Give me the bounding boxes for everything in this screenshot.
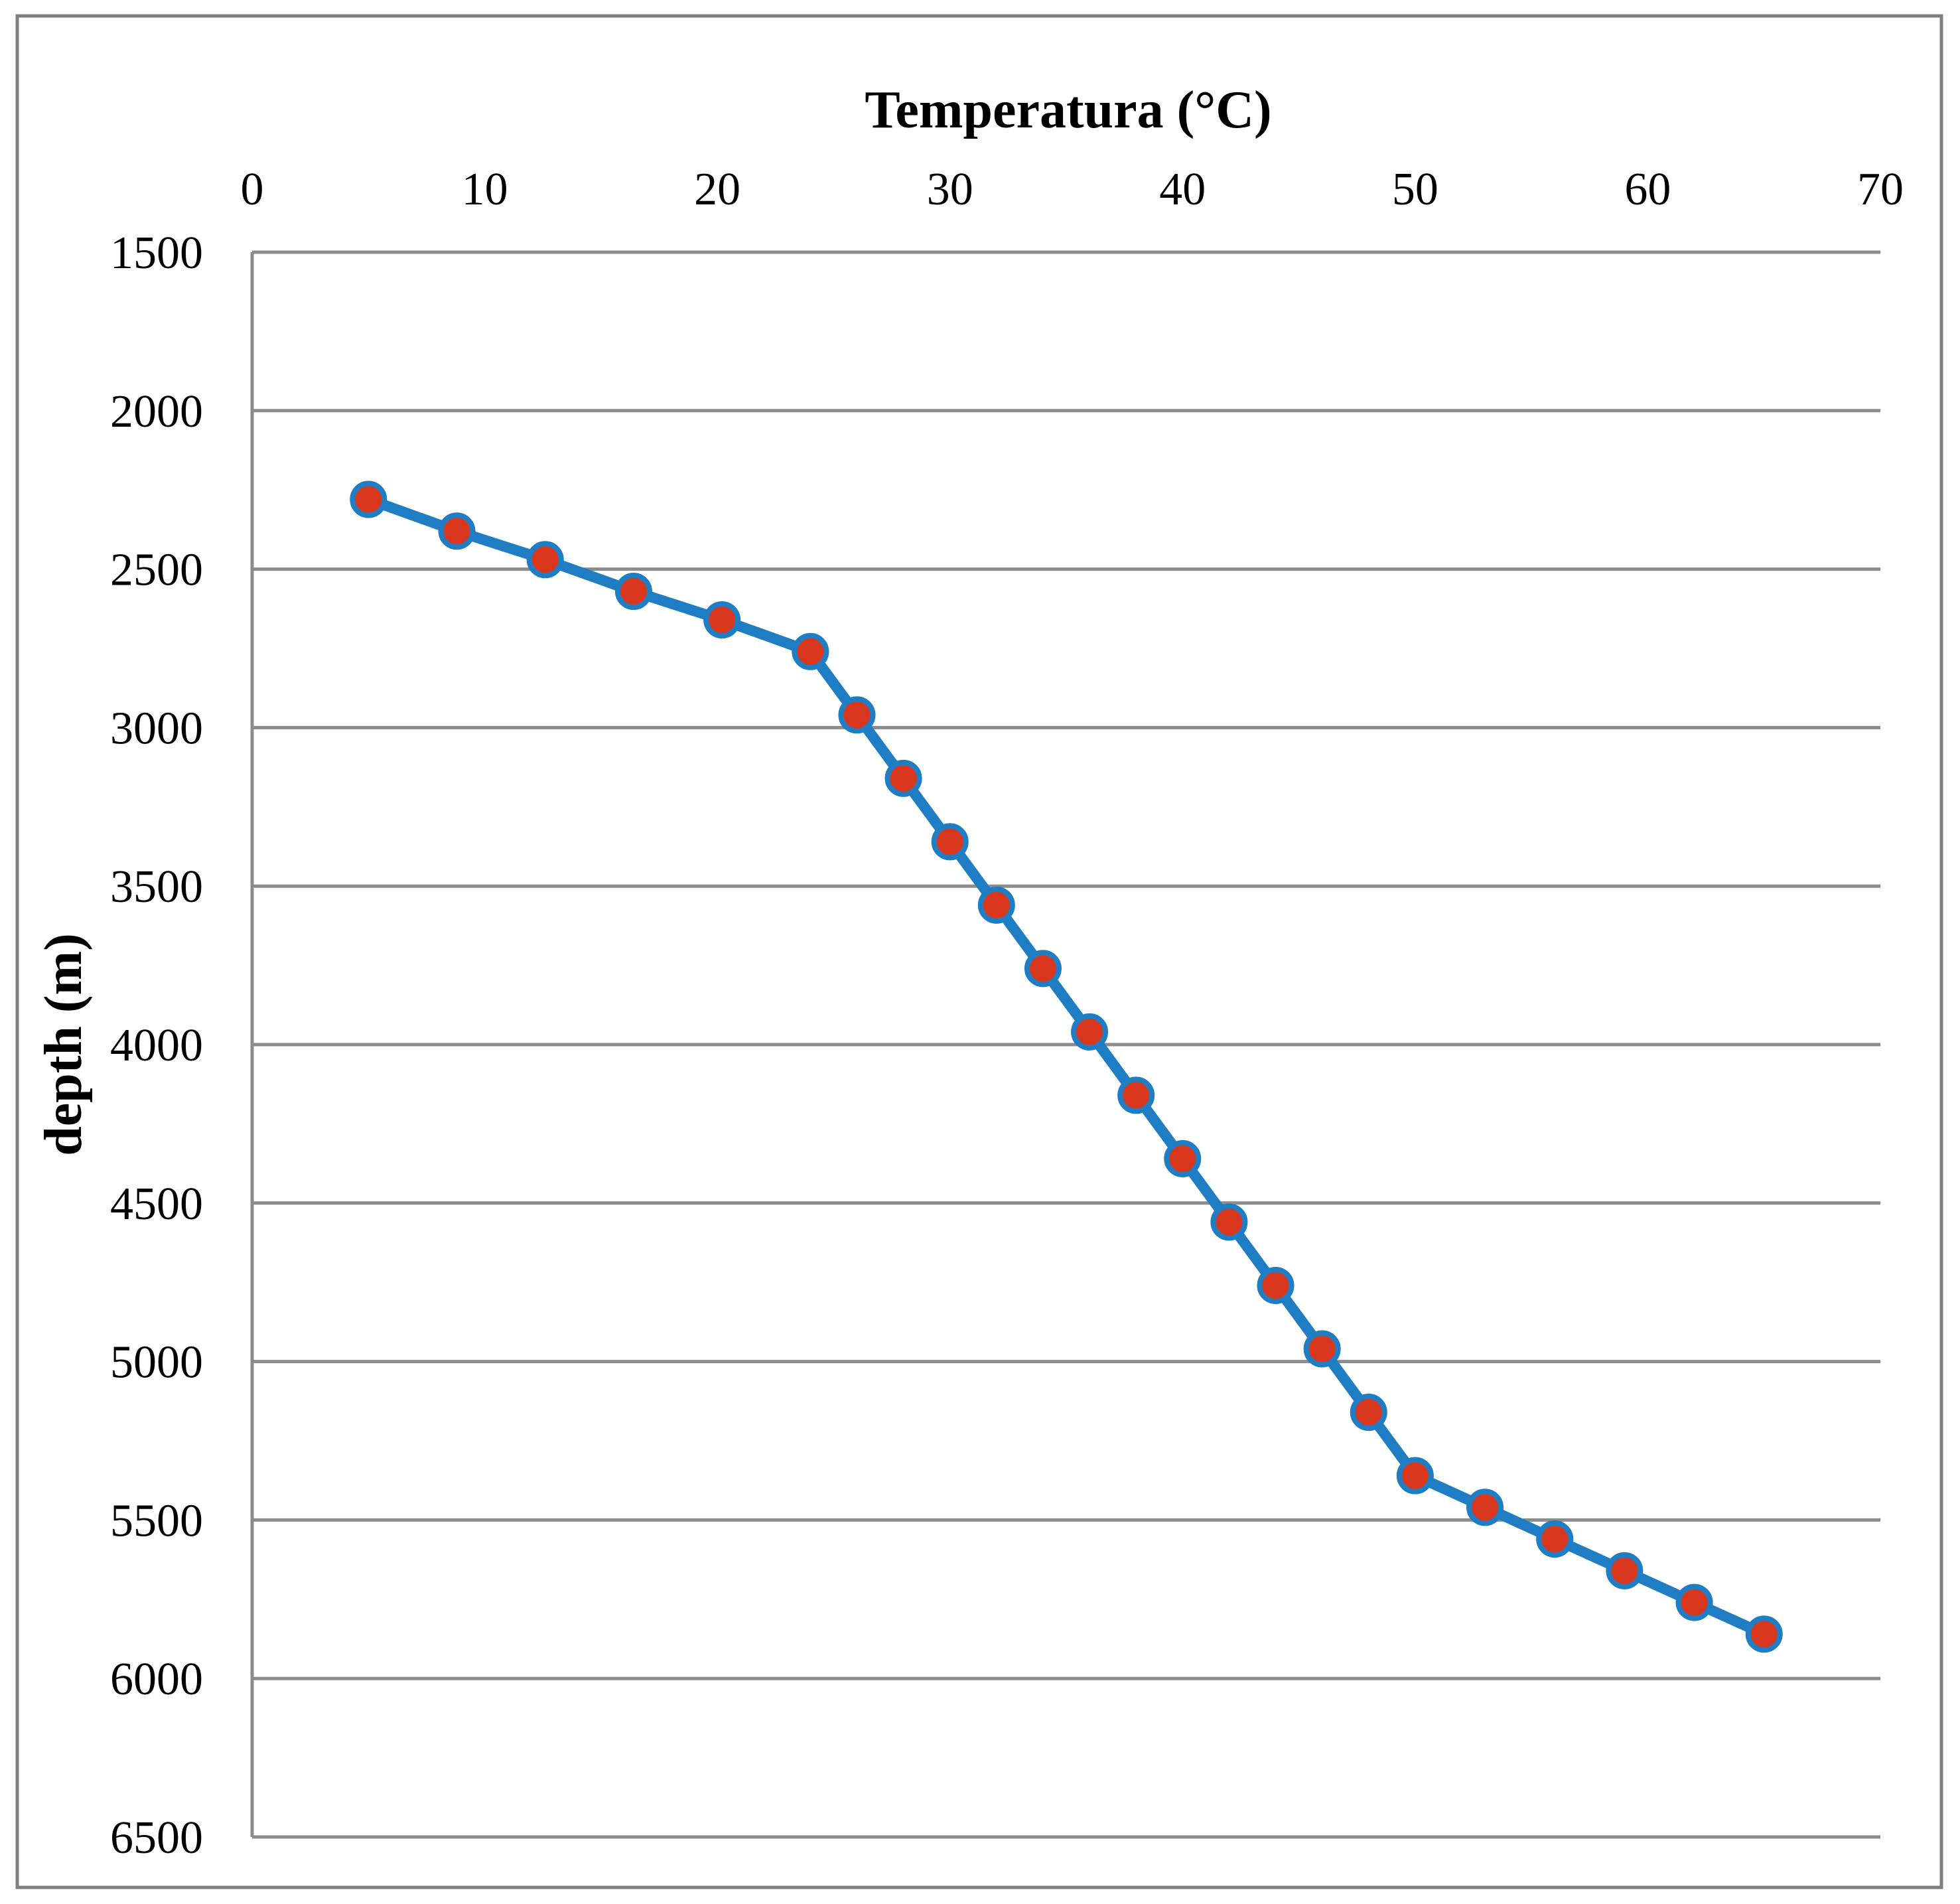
y-tick-label: 6500 xyxy=(110,1812,203,1864)
x-tick-label: 20 xyxy=(694,164,740,215)
data-point xyxy=(931,823,969,861)
x-tick-label: 30 xyxy=(927,164,973,215)
data-point xyxy=(1675,1583,1713,1621)
data-point xyxy=(614,573,652,611)
x-tick-label: 0 xyxy=(241,164,264,215)
x-tick-label: 40 xyxy=(1159,164,1206,215)
y-tick-label: 2500 xyxy=(110,545,203,596)
data-point xyxy=(977,886,1015,924)
x-tick-label: 70 xyxy=(1857,164,1904,215)
data-point xyxy=(1350,1394,1387,1431)
x-tick-label: 60 xyxy=(1624,164,1671,215)
data-point xyxy=(1024,950,1062,988)
data-point xyxy=(1745,1615,1783,1653)
x-tick-labels: 0 10 20 30 40 50 60 70 xyxy=(241,164,1904,215)
data-point xyxy=(1117,1076,1155,1114)
y-tick-label: 3000 xyxy=(110,703,203,754)
y-tick-label: 4000 xyxy=(110,1020,203,1071)
data-point xyxy=(1606,1552,1644,1589)
y-tick-label: 1500 xyxy=(110,228,203,279)
x-tick-label: 50 xyxy=(1392,164,1438,215)
y-tick-labels: 1500 2000 2500 3000 3500 4000 4500 5000 5500 6000… xyxy=(110,228,203,1864)
data-point xyxy=(792,632,829,670)
data-point xyxy=(703,601,741,639)
data-point xyxy=(838,696,876,734)
data-point xyxy=(526,541,564,579)
y-tick-label: 5000 xyxy=(110,1337,203,1388)
y-tick-label: 5500 xyxy=(110,1495,203,1546)
x-axis-title: Temperatura (°C) xyxy=(865,81,1271,139)
data-point xyxy=(884,759,922,797)
data-point xyxy=(438,512,476,550)
x-tick-label: 10 xyxy=(462,164,508,215)
y-tick-label: 2000 xyxy=(110,386,203,437)
data-point xyxy=(1466,1489,1504,1526)
data-point xyxy=(1396,1457,1434,1495)
y-tick-label: 6000 xyxy=(110,1654,203,1705)
y-tick-label: 4500 xyxy=(110,1179,203,1230)
y-tick-label: 3500 xyxy=(110,861,203,913)
data-point xyxy=(1536,1520,1574,1558)
data-point xyxy=(350,480,387,518)
data-point xyxy=(1164,1139,1202,1177)
data-point xyxy=(1257,1266,1295,1304)
data-point xyxy=(1210,1203,1248,1241)
data-point xyxy=(1071,1013,1109,1051)
chart-frame xyxy=(15,14,1943,1889)
data-point xyxy=(1303,1330,1341,1368)
y-axis-title: depth (m) xyxy=(35,933,93,1156)
series-layer xyxy=(350,480,1783,1653)
grid-layer xyxy=(252,250,1880,1839)
